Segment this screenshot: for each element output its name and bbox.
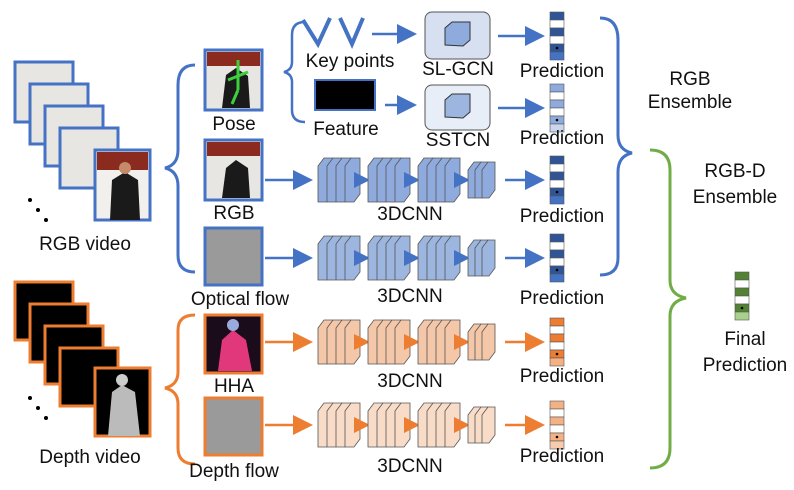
brace bbox=[600, 18, 632, 275]
dot bbox=[556, 353, 559, 356]
prediction-cell bbox=[550, 234, 564, 242]
prediction-cell bbox=[550, 342, 564, 350]
label: RGB bbox=[669, 69, 710, 90]
label: 3DCNN bbox=[377, 286, 442, 307]
prediction-cell bbox=[550, 156, 564, 164]
label: SSTCN bbox=[426, 130, 490, 151]
prediction-cell bbox=[550, 36, 564, 44]
cnn-layer bbox=[345, 158, 360, 202]
brace bbox=[650, 150, 686, 468]
prediction-cell bbox=[735, 312, 749, 320]
label: Prediction bbox=[520, 366, 605, 387]
label: Depth flow bbox=[189, 461, 279, 482]
label: Prediction bbox=[520, 206, 605, 227]
label: Prediction bbox=[520, 61, 605, 82]
brace bbox=[165, 65, 195, 272]
depth-video-stack bbox=[15, 282, 150, 436]
label: RGB-D bbox=[704, 161, 765, 182]
label: 3DCNN bbox=[377, 371, 442, 392]
prediction-cell bbox=[550, 425, 564, 433]
prediction-cell bbox=[550, 108, 564, 116]
prediction-cell bbox=[550, 258, 564, 266]
label: Depth video bbox=[39, 447, 140, 468]
prediction-cell bbox=[550, 274, 564, 282]
label: Prediction bbox=[520, 128, 605, 149]
cnn-layer bbox=[445, 403, 460, 447]
label: Prediction bbox=[520, 446, 605, 467]
label: 3DCNN bbox=[377, 456, 442, 477]
prediction-cell bbox=[735, 296, 749, 304]
prediction-cell bbox=[550, 20, 564, 28]
prediction-cell bbox=[550, 172, 564, 180]
brace bbox=[165, 315, 195, 464]
prediction-cell bbox=[735, 280, 749, 288]
label: Final bbox=[724, 329, 765, 350]
prediction-cell bbox=[735, 288, 749, 296]
prediction-cell bbox=[550, 417, 564, 425]
cnn-layer bbox=[482, 162, 495, 198]
cnn-layer bbox=[482, 240, 495, 276]
prediction-cell bbox=[550, 84, 564, 92]
prediction-cell bbox=[550, 358, 564, 366]
label: 3DCNN bbox=[377, 204, 442, 225]
prediction-cell bbox=[550, 100, 564, 108]
dot bbox=[556, 436, 559, 439]
label: Prediction bbox=[520, 288, 605, 309]
cnn-layer bbox=[395, 403, 410, 447]
cnn-layer bbox=[395, 158, 410, 202]
prediction-cell bbox=[550, 409, 564, 417]
label: RGB bbox=[213, 203, 254, 224]
label: RGB video bbox=[39, 234, 131, 255]
prediction-cell bbox=[550, 12, 564, 20]
label: HHA bbox=[214, 376, 254, 397]
cnn-layer bbox=[395, 320, 410, 364]
label: Ensemble bbox=[648, 92, 733, 113]
prediction-cell bbox=[550, 401, 564, 409]
dot bbox=[556, 269, 559, 272]
prediction-cell bbox=[550, 250, 564, 258]
prediction-cell bbox=[550, 92, 564, 100]
label: SL-GCN bbox=[422, 59, 494, 80]
prediction-cell bbox=[550, 334, 564, 342]
brace bbox=[284, 22, 305, 122]
label: Key points bbox=[306, 51, 395, 72]
prediction-cell bbox=[550, 28, 564, 36]
prediction-cell bbox=[550, 164, 564, 172]
rgb-video-stack bbox=[15, 62, 150, 222]
label: Ensemble bbox=[693, 187, 778, 208]
label: Optical flow bbox=[191, 289, 289, 310]
prediction-cell bbox=[550, 196, 564, 204]
cnn-layer bbox=[482, 407, 495, 443]
label: Pose bbox=[212, 114, 255, 135]
dot bbox=[556, 191, 559, 194]
label: Prediction bbox=[703, 355, 788, 376]
cnn-layer bbox=[445, 320, 460, 364]
cnn-layer bbox=[345, 320, 360, 364]
diagram: RGB video Depth video Pose RGB Optical f… bbox=[0, 0, 794, 485]
label: Feature bbox=[313, 119, 378, 140]
prediction-cell bbox=[550, 326, 564, 334]
prediction-cell bbox=[550, 242, 564, 250]
dot bbox=[556, 47, 559, 50]
prediction-cell bbox=[735, 272, 749, 280]
dot bbox=[556, 119, 559, 122]
prediction-cell bbox=[550, 52, 564, 60]
prediction-cell bbox=[550, 318, 564, 326]
cnn-layer bbox=[345, 403, 360, 447]
prediction-cell bbox=[550, 180, 564, 188]
cnn-layer bbox=[345, 236, 360, 280]
dot bbox=[741, 307, 744, 310]
cnn-layer bbox=[482, 324, 495, 360]
cnn-layer bbox=[395, 236, 410, 280]
cnn-layer bbox=[445, 158, 460, 202]
cnn-layer bbox=[445, 236, 460, 280]
